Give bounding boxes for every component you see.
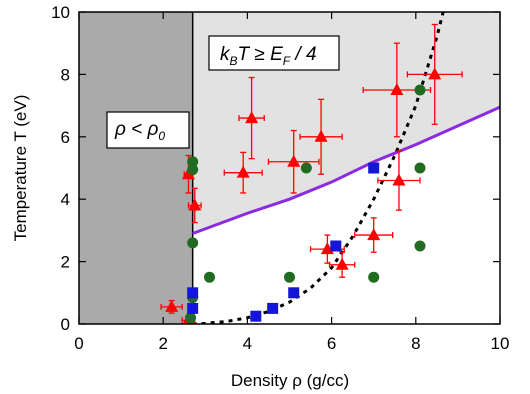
circle-data-point — [414, 240, 426, 252]
x-tick-label: 6 — [327, 334, 336, 353]
square-data-point — [288, 287, 300, 299]
y-tick-label: 4 — [61, 190, 70, 209]
circle-data-point — [368, 271, 380, 283]
triangle-data-point — [267, 129, 320, 194]
circle-data-point — [204, 271, 216, 283]
axis-ticks: 0 2 4 6 8 10 0 2 4 6 8 10 — [51, 3, 509, 353]
circle-data-point — [414, 84, 426, 96]
square-data-point — [368, 162, 380, 174]
x-tick-label: 4 — [243, 334, 252, 353]
degeneracy-label: kBT ≥ EF / 4 — [220, 44, 317, 68]
triangle-data-point — [299, 98, 343, 175]
triangle-data-point — [377, 150, 421, 211]
square-data-point — [267, 302, 279, 314]
y-tick-label: 0 — [61, 315, 70, 334]
triangle-data-point — [187, 187, 202, 224]
square-data-point — [187, 287, 199, 299]
degeneracy-boundary-line — [192, 105, 500, 235]
rho-label-box: ρ < ρ0 — [106, 111, 190, 149]
y-tick-label: 2 — [61, 253, 70, 272]
x-tick-label: 10 — [491, 334, 510, 353]
plot-frame — [78, 11, 501, 325]
data-marks — [160, 23, 463, 324]
triangle-data-point — [160, 299, 183, 314]
circle-data-point — [187, 237, 199, 249]
square-data-point — [250, 310, 262, 322]
rho-label: ρ < ρ0 — [114, 119, 165, 143]
square-data-point — [330, 240, 342, 252]
circle-data-point — [300, 162, 312, 174]
y-tick-label: 10 — [51, 3, 70, 22]
y-axis-label: Temperature T (eV) — [11, 95, 30, 242]
square-data-point — [187, 302, 199, 314]
y-tick-label: 8 — [61, 65, 70, 84]
x-tick-label: 2 — [158, 334, 167, 353]
triangle-data-point — [354, 217, 394, 253]
degeneracy-label-box: kBT ≥ EF / 4 — [208, 35, 340, 71]
circle-data-point — [187, 156, 199, 168]
circle-data-point — [284, 271, 295, 283]
triangle-data-point — [328, 251, 356, 278]
x-tick-label: 0 — [74, 334, 83, 353]
dashed-curve — [192, 12, 445, 324]
triangle-data-point — [238, 76, 265, 160]
x-axis-label: Density ρ (g/cc) — [231, 371, 349, 390]
circle-data-point — [185, 312, 197, 324]
y-tick-label: 6 — [61, 128, 70, 147]
x-tick-label: 8 — [411, 334, 420, 353]
triangle-data-point — [406, 23, 463, 125]
circle-data-point — [414, 162, 426, 174]
circle-data-point — [187, 164, 199, 176]
triangle-data-point — [223, 151, 263, 194]
below-rho0-region — [79, 12, 193, 324]
